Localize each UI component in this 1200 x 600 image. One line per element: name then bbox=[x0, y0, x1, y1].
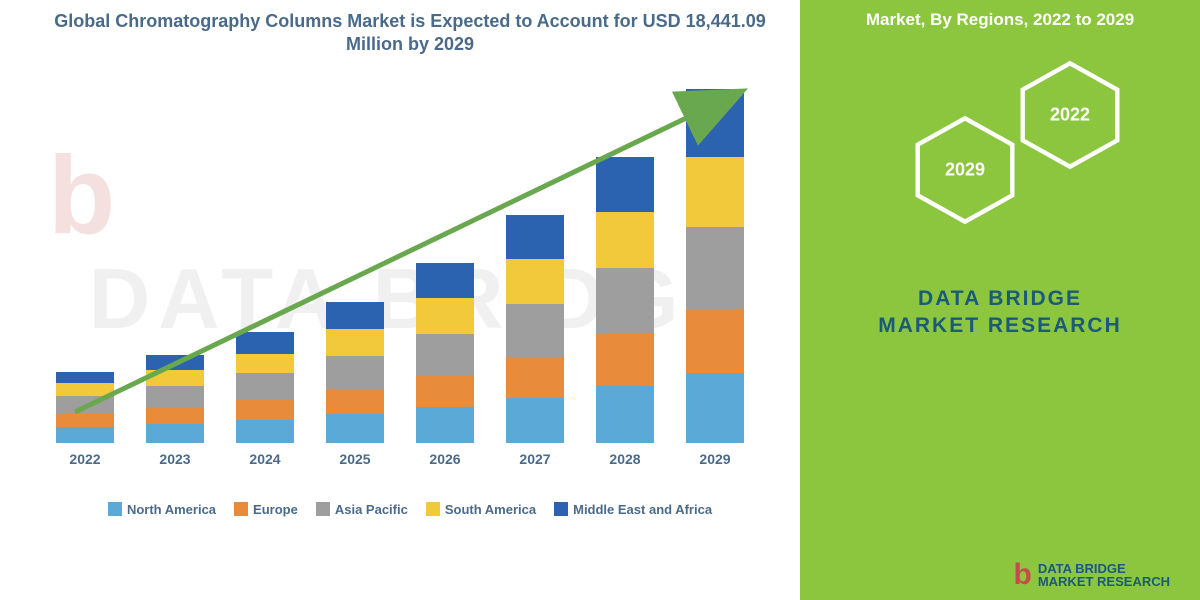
bar-group: 2026 bbox=[416, 263, 474, 467]
bars-container: 2022 2023 2024 2025 2026 2027 2028 2029 bbox=[40, 87, 760, 467]
hex-2022-label: 2022 bbox=[1050, 105, 1090, 126]
bar-segment bbox=[56, 383, 114, 396]
right-panel: Market, By Regions, 2022 to 2029 2029 20… bbox=[800, 0, 1200, 600]
x-axis-label: 2023 bbox=[159, 451, 190, 467]
bar-segment bbox=[56, 427, 114, 443]
bar-segment bbox=[506, 215, 564, 259]
bar-segment bbox=[146, 355, 204, 370]
chart-area: 2022 2023 2024 2025 2026 2027 2028 2029 bbox=[40, 72, 760, 492]
bar-segment bbox=[686, 157, 744, 227]
bar-segment bbox=[326, 302, 384, 329]
legend-swatch bbox=[554, 502, 568, 516]
footer-logo-icon: b bbox=[1014, 558, 1032, 592]
x-axis-label: 2026 bbox=[429, 451, 460, 467]
bar bbox=[56, 372, 114, 443]
bar-segment bbox=[146, 386, 204, 408]
legend-label: Middle East and Africa bbox=[573, 502, 712, 517]
brand-text: DATA BRIDGE MARKET RESEARCH bbox=[820, 285, 1180, 340]
legend-label: North America bbox=[127, 502, 216, 517]
main-container: Global Chromatography Columns Market is … bbox=[0, 0, 1200, 600]
legend-swatch bbox=[108, 502, 122, 516]
bar-group: 2024 bbox=[236, 332, 294, 467]
legend-item: South America bbox=[426, 502, 536, 517]
chart-title: Global Chromatography Columns Market is … bbox=[40, 10, 780, 57]
bar-segment bbox=[416, 407, 474, 443]
bar-group: 2025 bbox=[326, 302, 384, 467]
bar-group: 2028 bbox=[596, 157, 654, 467]
bar bbox=[596, 157, 654, 443]
x-axis-label: 2024 bbox=[249, 451, 280, 467]
x-axis-label: 2022 bbox=[69, 451, 100, 467]
chart-panel: Global Chromatography Columns Market is … bbox=[0, 0, 800, 600]
bar-segment bbox=[506, 304, 564, 357]
legend: North America Europe Asia Pacific South Ame… bbox=[40, 502, 780, 517]
bar-group: 2023 bbox=[146, 355, 204, 467]
bar-segment bbox=[146, 370, 204, 386]
bar-segment bbox=[506, 259, 564, 304]
bar-segment bbox=[56, 372, 114, 383]
hex-2029-label: 2029 bbox=[945, 160, 985, 181]
x-axis-label: 2029 bbox=[699, 451, 730, 467]
bar bbox=[236, 332, 294, 443]
bar-segment bbox=[416, 298, 474, 334]
bar-segment bbox=[236, 332, 294, 354]
bar-segment bbox=[596, 212, 654, 268]
x-axis-label: 2027 bbox=[519, 451, 550, 467]
bar-segment bbox=[596, 157, 654, 212]
legend-item: Middle East and Africa bbox=[554, 502, 712, 517]
hex-2022: 2022 bbox=[1015, 60, 1125, 170]
legend-label: Asia Pacific bbox=[335, 502, 408, 517]
bar-segment bbox=[506, 357, 564, 398]
bar-segment bbox=[326, 329, 384, 356]
brand-line2: MARKET RESEARCH bbox=[820, 312, 1180, 339]
x-axis-label: 2028 bbox=[609, 451, 640, 467]
bar-segment bbox=[686, 309, 744, 373]
bar-segment bbox=[236, 420, 294, 443]
x-axis-label: 2025 bbox=[339, 451, 370, 467]
hex-container: 2029 2022 bbox=[820, 70, 1180, 250]
footer-logo-text: DATA BRIDGE MARKET RESEARCH bbox=[1038, 562, 1170, 588]
legend-item: Asia Pacific bbox=[316, 502, 408, 517]
legend-item: North America bbox=[108, 502, 216, 517]
bar-segment bbox=[326, 389, 384, 414]
legend-label: South America bbox=[445, 502, 536, 517]
legend-swatch bbox=[426, 502, 440, 516]
legend-item: Europe bbox=[234, 502, 298, 517]
bar bbox=[686, 89, 744, 443]
legend-swatch bbox=[316, 502, 330, 516]
bar-group: 2029 bbox=[686, 89, 744, 467]
bar-segment bbox=[596, 386, 654, 443]
bar-segment bbox=[56, 396, 114, 414]
bar-segment bbox=[326, 356, 384, 389]
bar-segment bbox=[686, 227, 744, 309]
bar-segment bbox=[416, 376, 474, 407]
right-title: Market, By Regions, 2022 to 2029 bbox=[820, 10, 1180, 30]
bar bbox=[326, 302, 384, 443]
bar bbox=[146, 355, 204, 443]
legend-swatch bbox=[234, 502, 248, 516]
bar-segment bbox=[146, 424, 204, 443]
hex-2029: 2029 bbox=[910, 115, 1020, 225]
footer-logo-line2: MARKET RESEARCH bbox=[1038, 575, 1170, 588]
bar-segment bbox=[146, 408, 204, 424]
bar-segment bbox=[596, 334, 654, 386]
bar-segment bbox=[686, 89, 744, 157]
bar-segment bbox=[236, 373, 294, 400]
bar-segment bbox=[326, 414, 384, 443]
bar-segment bbox=[56, 414, 114, 427]
bar-group: 2022 bbox=[56, 372, 114, 467]
bar-segment bbox=[596, 268, 654, 334]
bar bbox=[416, 263, 474, 443]
bar-segment bbox=[236, 354, 294, 373]
bar bbox=[506, 215, 564, 443]
footer-logo: b DATA BRIDGE MARKET RESEARCH bbox=[1014, 558, 1171, 592]
bar-group: 2027 bbox=[506, 215, 564, 467]
bar-segment bbox=[686, 373, 744, 443]
legend-label: Europe bbox=[253, 502, 298, 517]
bar-segment bbox=[506, 398, 564, 443]
bar-segment bbox=[416, 263, 474, 298]
brand-line1: DATA BRIDGE bbox=[820, 285, 1180, 312]
bar-segment bbox=[236, 400, 294, 420]
bar-segment bbox=[416, 334, 474, 376]
